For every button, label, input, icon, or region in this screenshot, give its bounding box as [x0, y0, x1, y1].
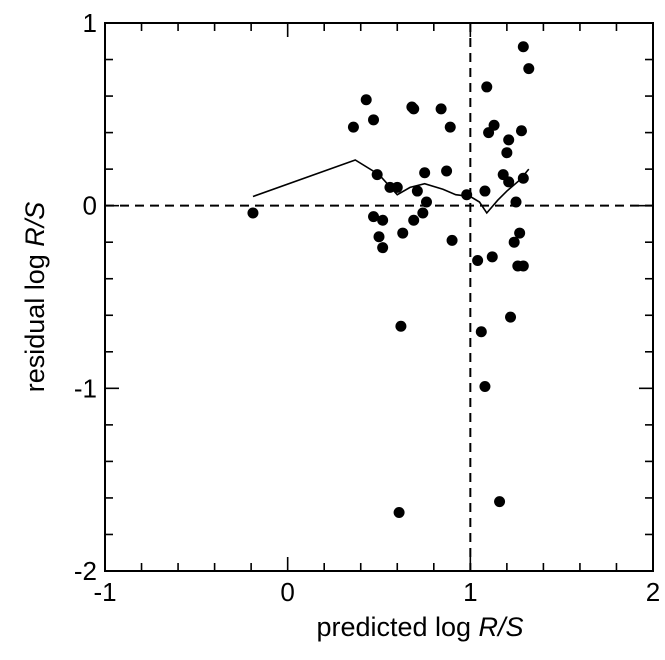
y-axis-label: residual log R/S [20, 202, 50, 393]
data-point [479, 185, 491, 197]
data-point [510, 196, 522, 208]
data-point [503, 176, 515, 188]
data-point [503, 134, 515, 146]
data-point [247, 207, 259, 219]
data-point [514, 227, 526, 239]
data-point [446, 234, 458, 246]
axis-ticks [104, 22, 654, 572]
data-point [494, 496, 506, 508]
data-point [441, 165, 453, 177]
data-point [505, 311, 517, 323]
data-point [461, 189, 473, 201]
data-point [419, 167, 431, 179]
data-point [488, 119, 500, 131]
data-point [479, 381, 491, 393]
y-tick-label: 1 [83, 8, 97, 38]
data-points [247, 41, 535, 519]
data-point [393, 507, 405, 519]
tick-labels: -1 0 1 2-2-101 [74, 8, 660, 607]
x-tick-label: -1 [93, 577, 116, 607]
x-tick-label: 0 [280, 577, 294, 607]
data-point [508, 236, 520, 248]
data-point [486, 251, 498, 263]
y-tick-label: -1 [74, 373, 97, 403]
data-point [501, 147, 513, 159]
y-tick-label: 0 [83, 191, 97, 221]
y-tick-label: -2 [74, 556, 97, 586]
data-point [517, 41, 529, 53]
data-point [395, 320, 407, 332]
plot-frame [104, 22, 654, 572]
data-point [481, 81, 493, 93]
data-point [397, 227, 409, 239]
data-point [515, 125, 527, 137]
data-point [408, 103, 420, 115]
data-point [373, 231, 385, 243]
data-point [391, 181, 403, 193]
data-point [417, 207, 429, 219]
smooth-line-group [252, 159, 530, 215]
data-point [408, 214, 420, 226]
data-point [368, 114, 380, 126]
data-point [368, 211, 380, 223]
data-point [475, 326, 487, 338]
data-point [360, 94, 372, 106]
data-point [523, 63, 535, 75]
smooth-trend-line [252, 159, 530, 215]
y-axis-label-var: R/S [20, 202, 50, 247]
x-axis-label: predicted log R/S [316, 612, 523, 642]
x-tick-label: 2 [646, 577, 660, 607]
data-point [420, 196, 432, 208]
reference-lines [105, 23, 653, 571]
x-axis-label-prefix: predicted log [316, 612, 478, 642]
data-point [444, 121, 456, 133]
data-point [435, 103, 447, 115]
data-point [411, 185, 423, 197]
data-point [377, 214, 389, 226]
data-point [371, 169, 383, 181]
data-point [517, 172, 529, 184]
y-axis-label-prefix: residual log [20, 247, 50, 393]
x-axis-label-var: R/S [479, 612, 524, 642]
data-point [347, 121, 359, 133]
x-tick-label: 1 [463, 577, 477, 607]
data-point [472, 254, 484, 266]
data-point [517, 260, 529, 272]
data-point [377, 242, 389, 254]
